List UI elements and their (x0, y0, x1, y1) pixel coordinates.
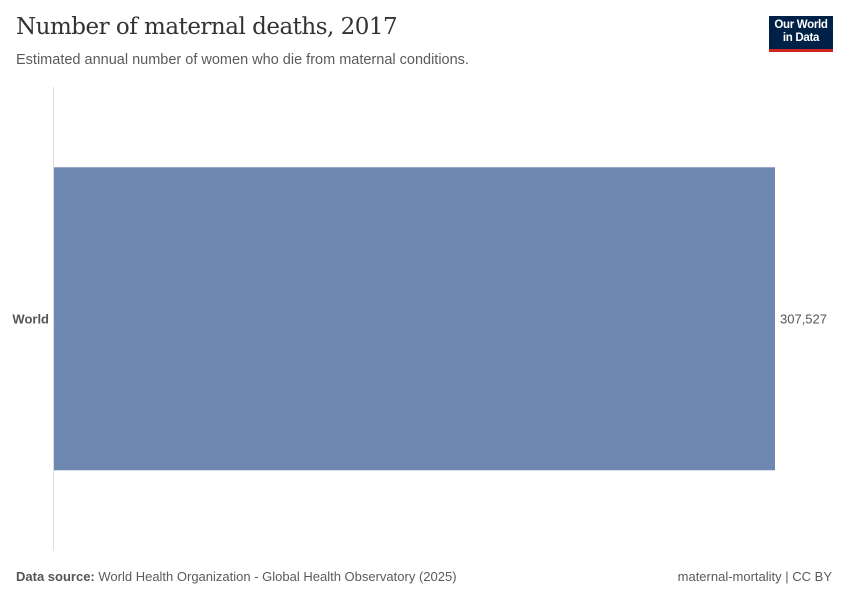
chart-subtitle: Estimated annual number of women who die… (16, 52, 469, 68)
data-source: Data source: World Health Organization -… (16, 569, 457, 584)
license[interactable]: maternal-mortality | CC BY (677, 569, 832, 584)
owid-logo[interactable]: Our World in Data (769, 16, 833, 52)
bar-world[interactable] (54, 167, 775, 471)
logo-text: Our World in Data (774, 19, 828, 44)
category-label: World (12, 311, 49, 326)
chart-title: Number of maternal deaths, 2017 (16, 14, 398, 40)
source-label: Data source: (16, 569, 95, 584)
source-text[interactable]: World Health Organization - Global Healt… (98, 569, 457, 584)
value-label: 307,527 (780, 311, 827, 326)
